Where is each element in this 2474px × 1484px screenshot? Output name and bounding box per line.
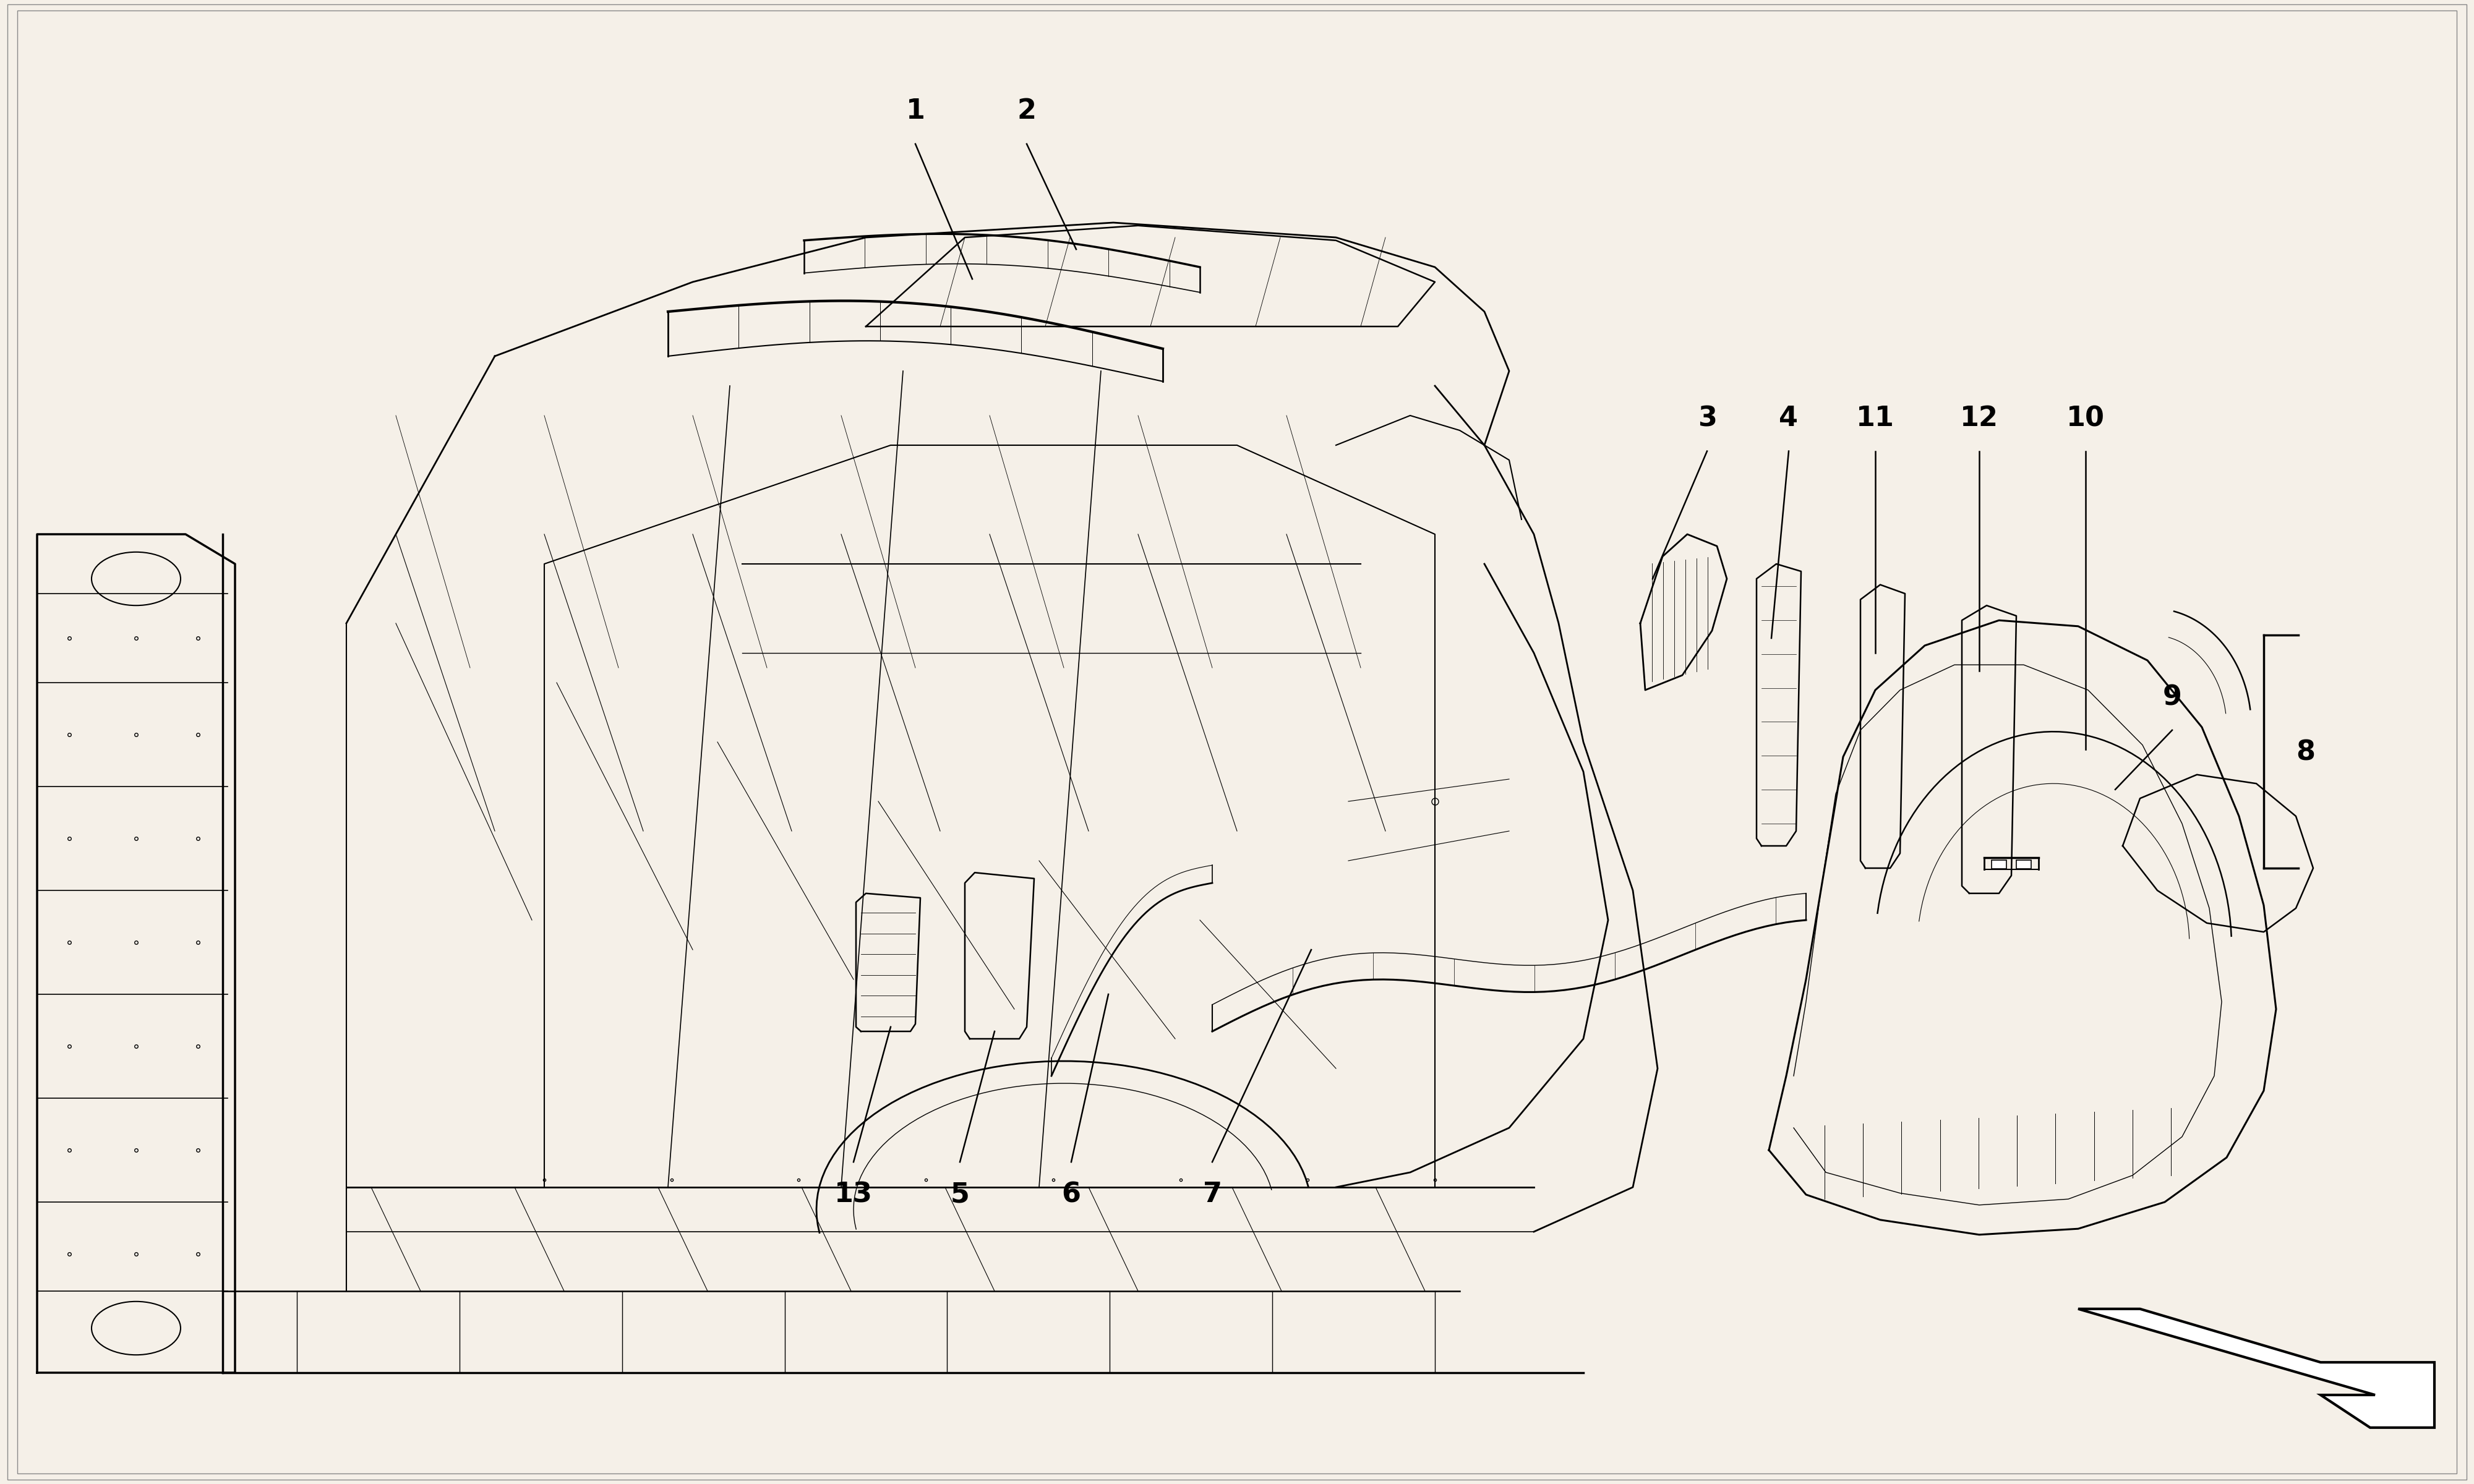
Polygon shape — [2078, 1309, 2434, 1428]
Text: 2: 2 — [1017, 98, 1037, 125]
Text: 8: 8 — [2296, 739, 2316, 766]
Bar — [2016, 861, 2031, 868]
Text: 11: 11 — [1856, 405, 1895, 432]
Text: 10: 10 — [2066, 405, 2105, 432]
Text: 5: 5 — [950, 1181, 970, 1208]
Text: 6: 6 — [1061, 1181, 1081, 1208]
Bar — [1992, 861, 2006, 868]
Text: 12: 12 — [1959, 405, 1999, 432]
Text: 1: 1 — [905, 98, 925, 125]
Text: 3: 3 — [1697, 405, 1717, 432]
Text: 4: 4 — [1779, 405, 1799, 432]
Text: 13: 13 — [834, 1181, 873, 1208]
Text: 9: 9 — [2162, 684, 2182, 711]
Text: 7: 7 — [1202, 1181, 1222, 1208]
